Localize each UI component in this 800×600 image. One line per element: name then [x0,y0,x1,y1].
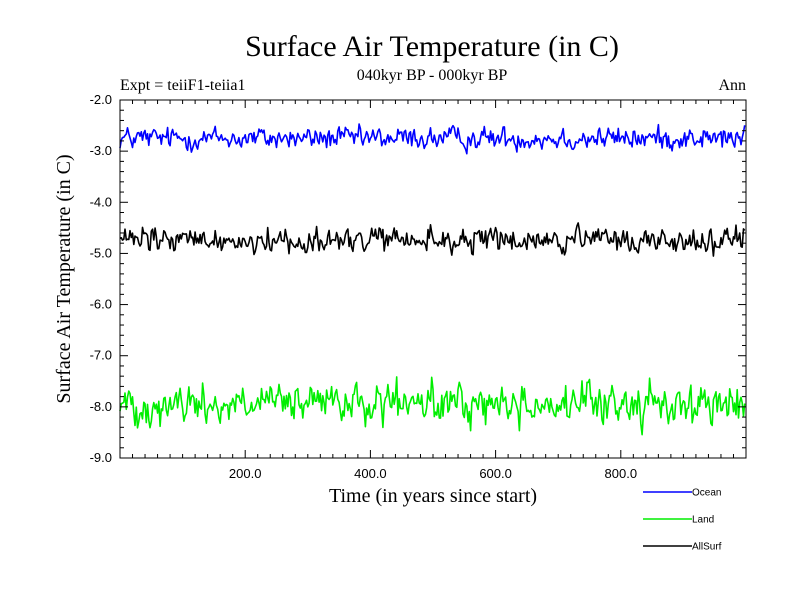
x-tick-label: 400.0 [354,466,387,481]
chart-subtitle: 040kyr BP - 000kyr BP [357,67,508,84]
y-axis-label: Surface Air Temperature (in C) [53,154,75,403]
y-tick-label: -3.0 [90,143,112,158]
chart-title: Surface Air Temperature (in C) [245,30,619,63]
series-layer [119,123,746,436]
y-tick-label: -9.0 [90,450,112,465]
x-tick-label: 600.0 [479,466,512,481]
season-label: Ann [718,77,746,94]
y-tick-label: -4.0 [90,194,112,209]
y-tick-label: -2.0 [90,92,112,107]
y-tick-label: -7.0 [90,348,112,363]
x-tick-label: 200.0 [229,466,262,481]
experiment-label: Expt = teiiF1-teiia1 [120,77,245,94]
legend: Ocean Land AllSurf [643,488,722,553]
legend-label-allsurf: AllSurf [692,542,722,553]
legend-label-land: Land [692,515,714,526]
y-tick-label: -8.0 [90,399,112,414]
plot-frame [119,99,747,459]
x-axis-label: Time (in years since start) [329,485,537,507]
series-line-ocean [119,123,746,155]
y-tick-label: -6.0 [90,297,112,312]
ticks-layer: 200.0 400.0 600.0 800.0 -9.0 -8.0 -7.0 -6.0 -5.0… [90,92,746,481]
x-tick-label: 800.0 [605,466,638,481]
series-line-allsurf [119,222,746,257]
series-line-land [119,376,746,436]
y-tick-label: -5.0 [90,245,112,260]
legend-label-ocean: Ocean [692,488,721,499]
